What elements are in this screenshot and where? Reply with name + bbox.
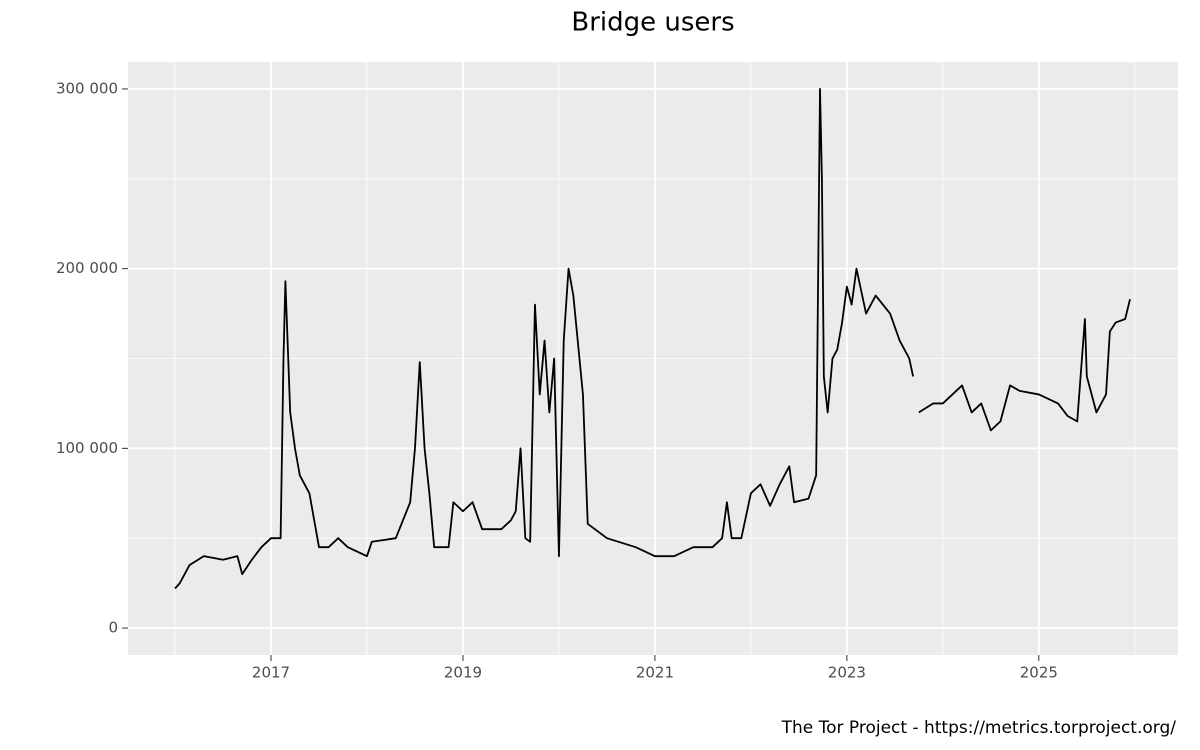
y-tick-label: 300 000 <box>56 79 118 97</box>
x-tick-label: 2021 <box>636 664 674 682</box>
x-tick-label: 2017 <box>252 664 290 682</box>
x-tick-label: 2025 <box>1020 664 1058 682</box>
x-tick-label: 2023 <box>828 664 866 682</box>
caption: The Tor Project - https://metrics.torpro… <box>781 718 1177 738</box>
chart-title: Bridge users <box>571 8 734 38</box>
x-tick-label: 2019 <box>444 664 482 682</box>
y-tick-label: 0 <box>108 619 118 637</box>
data-line <box>174 88 1131 590</box>
y-tick-label: 100 000 <box>56 439 118 457</box>
y-tick-label: 200 000 <box>56 259 118 277</box>
